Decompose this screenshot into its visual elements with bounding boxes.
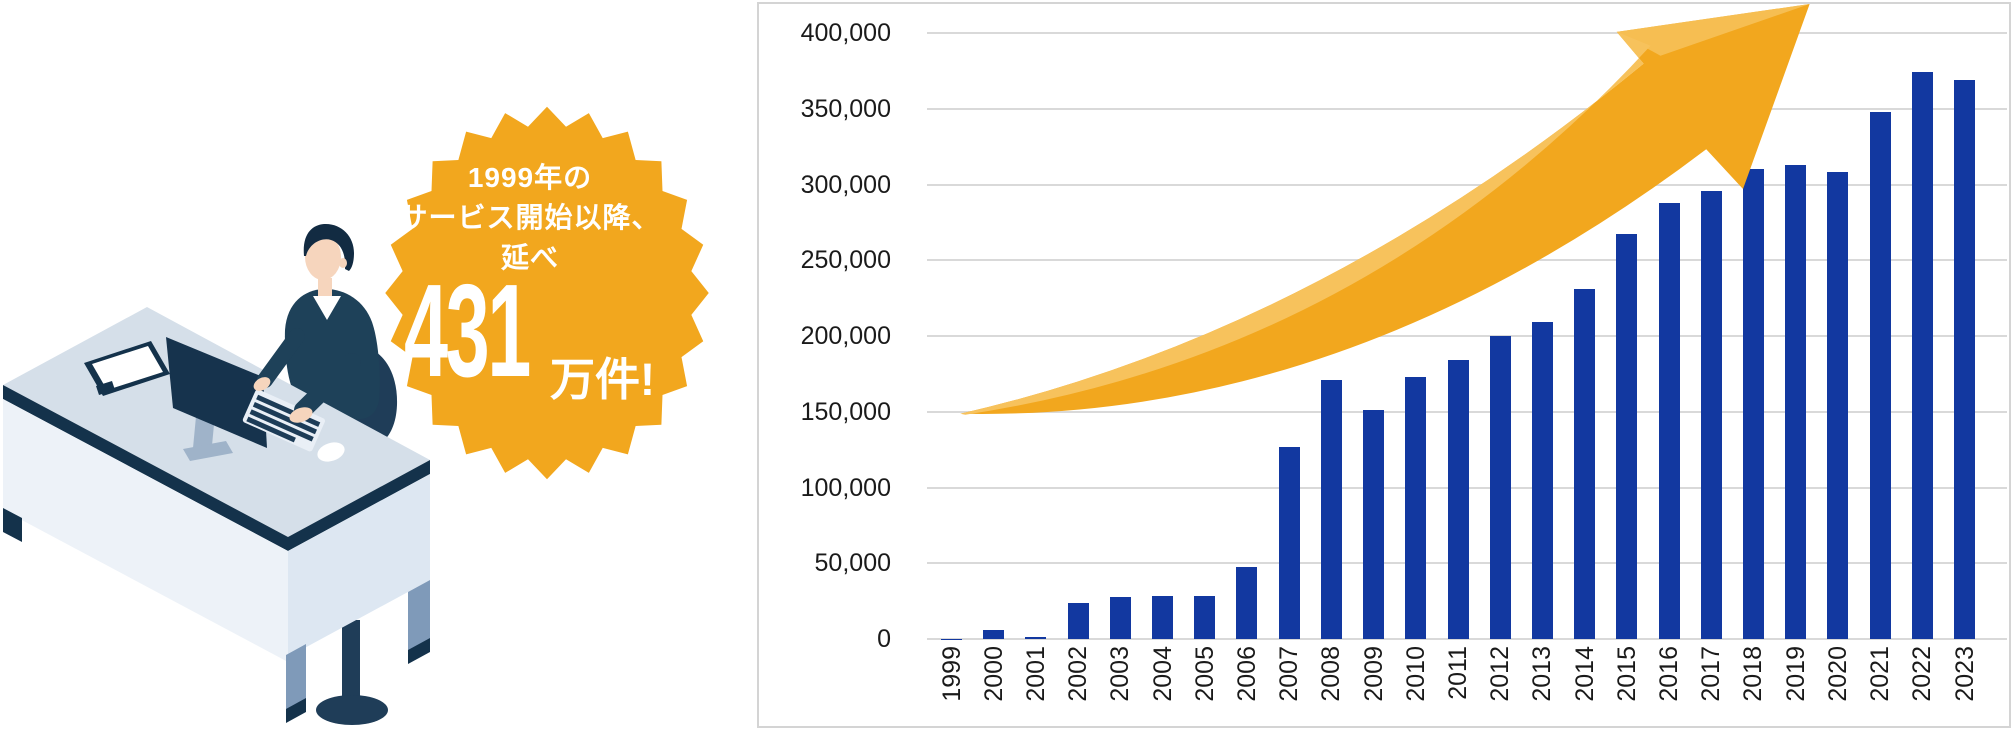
x-axis-label: 2004 xyxy=(1148,646,1177,702)
starburst-shape xyxy=(385,106,709,480)
x-axis-label: 2017 xyxy=(1697,646,1726,702)
bar xyxy=(1194,595,1216,639)
x-axis-label: 2007 xyxy=(1275,646,1304,702)
mouse xyxy=(317,442,345,462)
y-axis-label: 350,000 xyxy=(800,94,891,123)
head xyxy=(305,234,341,280)
badge-unit: 万件! xyxy=(550,354,655,405)
x-axis-label: 2001 xyxy=(1021,646,1050,702)
bar xyxy=(1320,379,1342,639)
x-axis-label: 2022 xyxy=(1908,646,1937,702)
x-axis-label: 2005 xyxy=(1190,646,1219,702)
bar xyxy=(1405,376,1427,639)
x-axis-label: 2023 xyxy=(1950,646,1979,702)
person xyxy=(284,223,380,420)
badge-big-number: 431 xyxy=(404,257,531,404)
bar xyxy=(1574,289,1596,639)
keyboard xyxy=(242,389,325,452)
gridline xyxy=(927,32,2007,34)
x-axis-label: 2014 xyxy=(1570,646,1599,702)
ear xyxy=(339,258,347,268)
y-axis-label: 200,000 xyxy=(800,322,891,350)
neck xyxy=(318,278,332,300)
bar xyxy=(1236,567,1258,639)
x-axis-label: 2011 xyxy=(1444,646,1473,700)
x-axis-label: 2013 xyxy=(1528,646,1557,702)
x-axis-label: 2020 xyxy=(1823,646,1852,702)
bar xyxy=(983,629,1005,639)
bar xyxy=(1152,595,1174,639)
x-axis-label: 2015 xyxy=(1612,646,1641,702)
y-axis-label: 0 xyxy=(877,625,891,653)
y-axis-label: 250,000 xyxy=(800,246,891,275)
bar xyxy=(1025,636,1047,639)
bar xyxy=(1067,602,1089,639)
gridline xyxy=(927,638,2007,640)
plot-area: 0 50,000 100,000 150,000 200,000 250,000 300,0… xyxy=(759,4,2009,726)
bar xyxy=(1911,72,1933,639)
arms xyxy=(253,328,361,423)
x-axis-label: 2019 xyxy=(1781,646,1810,702)
y-axis-label: 300,000 xyxy=(800,170,891,199)
person-at-desk-illustration xyxy=(3,223,430,725)
y-axis-label: 150,000 xyxy=(800,397,891,426)
bar xyxy=(1742,169,1764,639)
y-axis-label: 400,000 xyxy=(800,19,891,47)
x-axis-label: 2010 xyxy=(1401,646,1430,702)
monitor xyxy=(166,337,267,461)
x-axis-label: 1999 xyxy=(937,646,966,702)
x-axis-label: 2006 xyxy=(1232,646,1261,702)
bar xyxy=(1658,202,1680,639)
badge-line-3: 延べ xyxy=(500,242,559,273)
collar xyxy=(313,296,341,320)
bar xyxy=(1447,360,1469,639)
badge: 1999年の サービス開始以降、 延べ 431 万件! xyxy=(382,103,712,483)
bar xyxy=(1785,164,1807,639)
x-axis-label: 2003 xyxy=(1106,646,1135,702)
bar xyxy=(1827,172,1849,639)
bar xyxy=(1489,336,1511,639)
gridline xyxy=(927,107,2007,110)
bar-chart: 0 50,000 100,000 150,000 200,000 250,000 300,0… xyxy=(757,2,2011,728)
hair xyxy=(303,223,354,271)
x-axis-label: 2000 xyxy=(979,646,1008,702)
bar xyxy=(1616,234,1638,639)
bar xyxy=(1954,79,1976,639)
y-axis-label: 50,000 xyxy=(814,549,891,578)
bar xyxy=(1531,322,1553,639)
bar xyxy=(1109,597,1131,639)
bar xyxy=(1363,410,1385,639)
x-axis-label: 2012 xyxy=(1486,646,1515,702)
y-axis-label: 100,000 xyxy=(800,473,891,502)
x-axis-label: 2009 xyxy=(1359,646,1388,702)
x-axis-label: 2008 xyxy=(1317,646,1346,702)
badge-line-1: 1999年の xyxy=(467,162,593,193)
x-axis-label: 2021 xyxy=(1866,646,1895,702)
x-axis-label: 2002 xyxy=(1064,646,1093,702)
bar xyxy=(1869,111,1891,639)
clipboard xyxy=(84,341,170,396)
x-axis-label: 2016 xyxy=(1655,646,1684,702)
x-axis-label: 2018 xyxy=(1739,646,1768,702)
bar xyxy=(1278,446,1300,639)
badge-line-2: サービス開始以降、 xyxy=(399,202,661,233)
bar xyxy=(1700,190,1722,639)
